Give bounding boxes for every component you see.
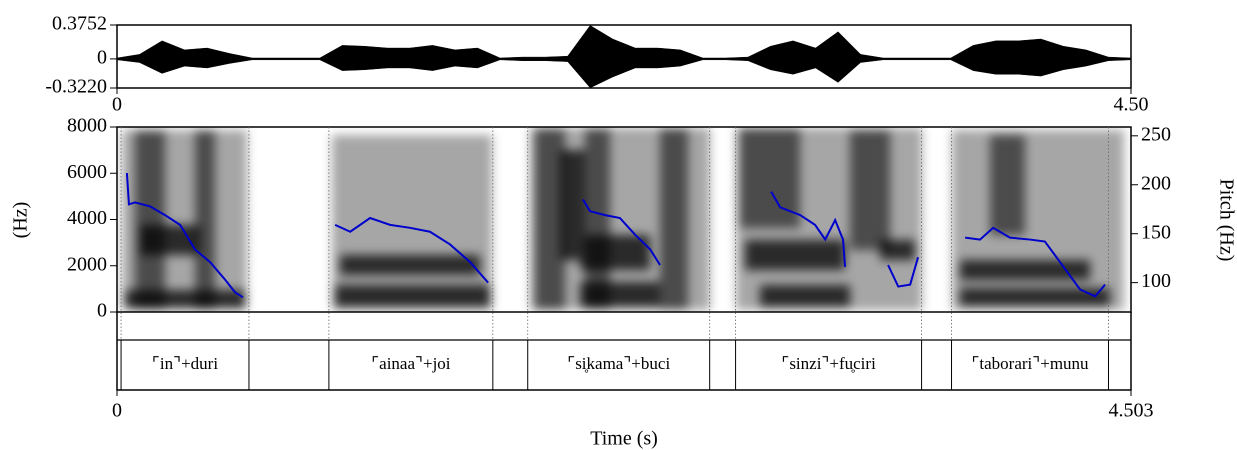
y2-axis-label: Pitch (Hz): [1215, 179, 1237, 262]
y2-tick-label: 150: [1141, 221, 1171, 243]
spectrogram-texture: [122, 128, 1124, 310]
textgrid-frame: [116, 312, 1132, 391]
x-tick-label: 0: [112, 400, 122, 422]
interval-label: ⌜ainaa⌝+joi: [371, 354, 451, 373]
y-tick-label: -0.3220: [45, 76, 107, 98]
interval-label: ⌜si̥kama⌝+buci: [567, 354, 670, 373]
plot-frame: [116, 24, 1132, 89]
y2-tick-label: 250: [1141, 123, 1171, 145]
y-axis-label: (Hz): [10, 202, 32, 239]
y-tick-label: 0: [97, 300, 107, 322]
y-tick-label: 0: [97, 46, 107, 68]
x-axis-label: Time (s): [590, 428, 658, 450]
interval-label: ⌜sinzi⌝+fu̥ciri: [781, 354, 876, 373]
waveform-area: [116, 58, 1132, 89]
interval-label: ⌜in⌝+duri: [152, 354, 218, 373]
y-tick-label: 8000: [67, 115, 107, 137]
interval-label: ⌜taborari⌝+munu: [971, 354, 1089, 373]
y2-tick-label: 200: [1141, 172, 1171, 194]
y-tick-label: 2000: [67, 253, 107, 275]
x-tick-label: 4.503: [1109, 400, 1154, 422]
pitch-line: [125, 172, 1106, 299]
x-tick-label: 0: [112, 94, 122, 116]
y-tick-label: 4000: [67, 207, 107, 229]
x-tick-label: 4.50: [1114, 94, 1149, 116]
y-tick-label: 6000: [67, 161, 107, 183]
waveform-area: [116, 25, 1132, 60]
y-tick-label: 0.3752: [52, 13, 107, 35]
y2-tick-label: 100: [1141, 270, 1171, 292]
